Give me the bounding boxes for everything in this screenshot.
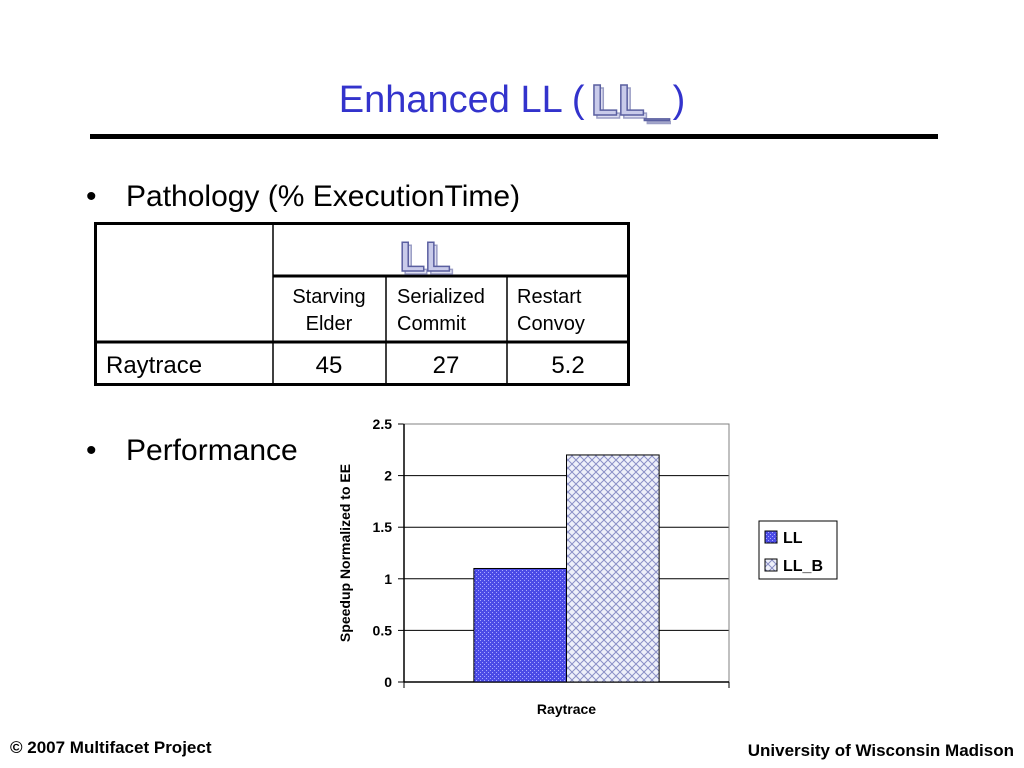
y-tick-label: 1 [384, 571, 392, 587]
column-header-restart-line2: Convoy [517, 313, 585, 335]
y-tick-label: 0 [384, 674, 392, 690]
title-wordart-graphic: LL_B LL_B [590, 75, 671, 125]
legend-label-ll: LL [783, 530, 803, 547]
column-header-restart: Restart [517, 286, 582, 308]
bullet-marker: • [86, 434, 97, 467]
y-tick-label: 2 [384, 468, 392, 484]
footer-institution: University of Wisconsin Madison [747, 741, 1014, 760]
column-header-serialized: Serialized [397, 286, 485, 308]
bullet-pathology: Pathology (% ExecutionTime) [126, 180, 521, 213]
legend-swatch-ll [764, 530, 778, 544]
footer-copyright: © 2007 Multifacet Project [10, 738, 212, 757]
title-prefix: Enhanced LL ( [338, 78, 585, 121]
x-category-label: Raytrace [537, 701, 596, 717]
cell-starving-elder: 45 [316, 352, 343, 379]
cell-restart-convoy: 5.2 [551, 352, 584, 379]
bullet-marker: • [86, 180, 97, 213]
table-group-header: LL [399, 233, 450, 280]
bar-ll [473, 567, 567, 683]
y-tick-label: 0.5 [373, 622, 393, 638]
cell-serialized-commit: 27 [433, 352, 460, 379]
row-label-raytrace: Raytrace [106, 352, 202, 379]
pathology-table: LL LL Starving Elder Serialized Commit R… [94, 222, 630, 386]
legend-swatch-ll-b [764, 558, 778, 572]
slide-title: Enhanced LL ( LL_B LL_B ) [0, 72, 1024, 128]
svg-text:LL_B: LL_B [594, 79, 671, 125]
column-header-starving-line2: Elder [306, 313, 353, 335]
title-wordart: LL_B LL_B [587, 75, 671, 125]
title-suffix: ) [672, 78, 686, 121]
column-header-serialized-line2: Commit [397, 313, 466, 335]
column-header-starving: Starving [292, 286, 365, 308]
y-tick-label: 1.5 [373, 519, 393, 535]
bar-ll-b [566, 454, 660, 683]
y-axis-title: Speedup Normalized to EE [337, 464, 353, 642]
legend-label-ll-b: LL_B [783, 558, 823, 575]
svg-text:LL: LL [402, 236, 453, 283]
bullet-performance: Performance [126, 434, 298, 467]
y-tick-label: 2.5 [373, 416, 393, 432]
title-rule [90, 134, 938, 139]
title-wordart-text: LL_B [591, 76, 671, 125]
